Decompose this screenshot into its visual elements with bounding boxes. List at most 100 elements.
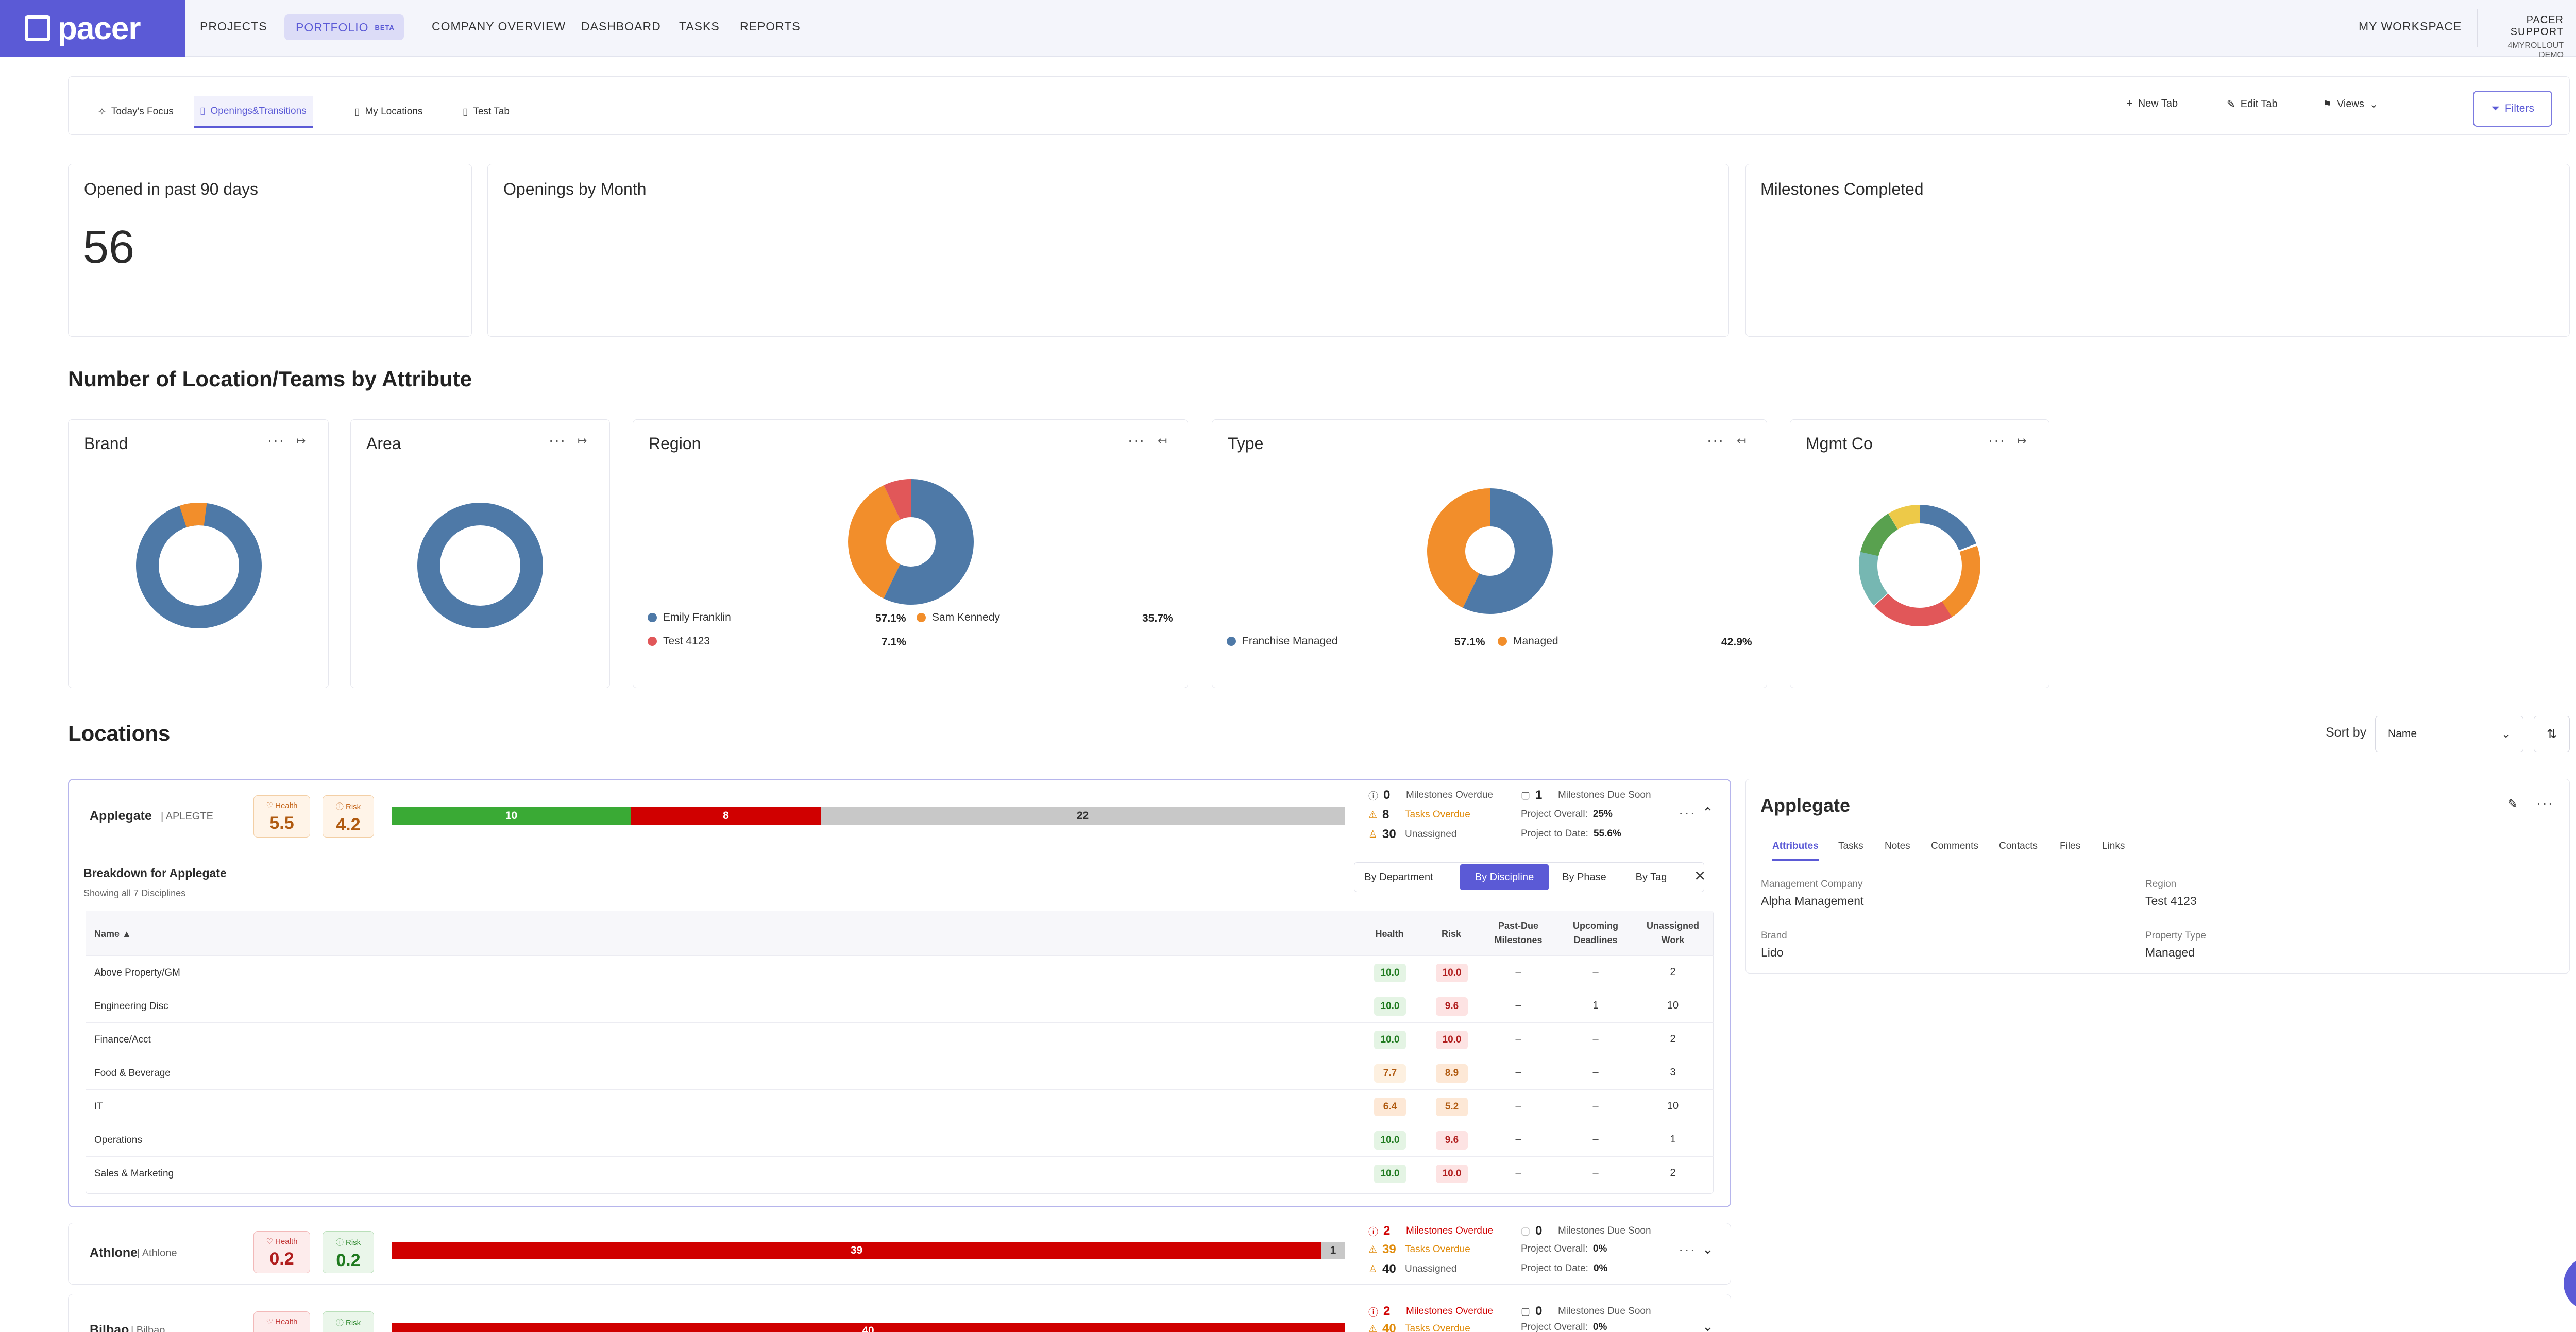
edit-tab-button[interactable]: ✎ Edit Tab <box>2227 98 2278 111</box>
tab-todays-focus[interactable]: ✧ Today's Focus <box>92 96 180 128</box>
health-label: ♡ Health <box>266 801 298 810</box>
detail-tab-tasks[interactable]: Tasks <box>1838 841 1863 851</box>
pie-slice[interactable] <box>884 479 911 520</box>
progress-bar: 39 1 <box>392 1242 1345 1259</box>
risk-badge: ⓘ Risk <box>323 1311 374 1332</box>
table-row[interactable]: IT 6.4 5.2 – – 10 <box>86 1089 1714 1123</box>
column-header-health[interactable]: Health <box>1375 929 1404 939</box>
project-overall-stat: Project Overall: 0% <box>1521 1243 1607 1255</box>
cell-past-due: – <box>1515 1134 1521 1145</box>
by-department-button[interactable]: By Department <box>1364 871 1433 883</box>
edit-icon[interactable]: ✎ <box>2507 797 2518 811</box>
row-name: Above Property/GM <box>94 967 180 978</box>
sort-select[interactable]: Name ⌄ <box>2375 716 2523 752</box>
nav-my-workspace[interactable]: MY WORKSPACE <box>2359 20 2462 33</box>
nav-tasks[interactable]: TASKS <box>679 20 720 33</box>
by-discipline-button[interactable]: By Discipline <box>1460 864 1549 890</box>
nav-portfolio[interactable]: PORTFOLIO BETA <box>284 14 404 40</box>
pie-slice[interactable] <box>883 479 974 605</box>
milestones-overdue-stat: ⓘ 0 Milestones Overdue <box>1368 788 1493 802</box>
more-options-icon[interactable]: ··· <box>1988 432 2006 448</box>
table-row[interactable]: Finance/Acct 10.0 10.0 – – 2 <box>86 1022 1714 1056</box>
health-label-text: Health <box>275 1237 298 1246</box>
detail-tab-comments[interactable]: Comments <box>1931 841 1978 851</box>
legend-pct: 57.1% <box>875 612 906 624</box>
nav-dashboard[interactable]: DASHBOARD <box>581 20 661 33</box>
field-value: Lido <box>1761 946 1784 959</box>
table-row[interactable]: Food & Beverage 7.7 8.9 – – 3 <box>86 1056 1714 1089</box>
by-tag-button[interactable]: By Tag <box>1635 871 1667 883</box>
expand-icon[interactable]: ↦ <box>578 434 587 447</box>
collapse-icon[interactable]: ↤ <box>1158 434 1167 447</box>
table-row[interactable]: Above Property/GM 10.0 10.0 – – 2 <box>86 955 1714 989</box>
bar-segment-overdue: 40 <box>392 1323 1345 1332</box>
chevron-down-icon[interactable]: ⌄ <box>1702 1319 1714 1332</box>
column-header-name-text: Name <box>94 929 120 939</box>
detail-tab-attributes[interactable]: Attributes <box>1772 841 1819 861</box>
chevron-down-icon[interactable]: ⌄ <box>1702 1241 1714 1257</box>
field-label: Region <box>2145 879 2177 890</box>
more-options-icon[interactable]: ··· <box>1128 432 1145 448</box>
area-chart-card: Area ··· ↦ <box>350 419 610 688</box>
bar-segment-remaining: 1 <box>1321 1242 1345 1259</box>
tab-openings-transitions[interactable]: ▯ Openings&Transitions <box>194 96 313 128</box>
column-header-unassigned[interactable]: Unassigned Work <box>1646 920 1700 945</box>
legend-dot <box>648 613 657 622</box>
tasks-overdue-stat: ⚠ 8 Tasks Overdue <box>1368 808 1470 822</box>
collapse-icon[interactable]: ↤ <box>1737 434 1747 447</box>
by-phase-button[interactable]: By Phase <box>1562 871 1606 883</box>
close-icon[interactable]: ✕ <box>1694 868 1706 884</box>
column-header-name[interactable]: Name ▲ <box>94 929 131 939</box>
health-pill: 6.4 <box>1374 1098 1406 1116</box>
bookmark-icon: ⚑ <box>2323 99 2332 110</box>
sort-direction-button[interactable]: ⇅ <box>2534 716 2570 752</box>
detail-tab-links[interactable]: Links <box>2102 841 2125 851</box>
tab-test-tab[interactable]: ▯ Test Tab <box>456 96 516 128</box>
column-header-risk[interactable]: Risk <box>1441 929 1462 939</box>
filters-button[interactable]: ⏷ Filters <box>2473 91 2552 127</box>
table-row[interactable]: Sales & Marketing 10.0 10.0 – – 2 <box>86 1156 1714 1190</box>
pie-slice[interactable] <box>1427 488 1490 608</box>
detail-tab-files[interactable]: Files <box>2060 841 2081 851</box>
stat-label: Milestones Due Soon <box>1557 1225 1651 1236</box>
nav-company-overview[interactable]: COMPANY OVERVIEW <box>432 20 566 33</box>
more-options-icon[interactable]: ··· <box>2536 795 2554 811</box>
legend-pct: 42.9% <box>1721 636 1752 648</box>
chart-title: Type <box>1228 434 1264 453</box>
more-options-icon[interactable]: ··· <box>549 432 566 448</box>
more-options-icon[interactable]: ··· <box>1707 432 1724 448</box>
nav-reports[interactable]: REPORTS <box>740 20 801 33</box>
detail-tab-contacts[interactable]: Contacts <box>1999 841 2038 851</box>
stat-value: 0 <box>1535 1304 1543 1318</box>
column-header-upcoming[interactable]: Upcoming Deadlines <box>1573 920 1618 945</box>
detail-tab-notes[interactable]: Notes <box>1885 841 1910 851</box>
stat-label: Milestones Overdue <box>1406 1225 1493 1236</box>
new-tab-button[interactable]: + New Tab <box>2127 98 2178 110</box>
legend-dot <box>1498 637 1507 646</box>
pie-slice[interactable] <box>1463 488 1553 614</box>
stat-value: 39 <box>1382 1242 1396 1256</box>
user-menu[interactable]: PACER SUPPORT 4MYROLLOUT DEMO <box>2492 14 2564 60</box>
health-value: 5.5 <box>269 813 294 833</box>
table-row[interactable]: Operations 10.0 9.6 – – 1 <box>86 1123 1714 1156</box>
table-row[interactable]: Engineering Disc 10.0 9.6 – 1 10 <box>86 989 1714 1022</box>
expand-icon[interactable]: ↦ <box>296 434 306 447</box>
views-dropdown[interactable]: ⚑ Views ⌄ <box>2323 98 2378 111</box>
type-donut <box>1427 488 1553 614</box>
nav-projects[interactable]: PROJECTS <box>200 20 267 33</box>
tab-my-locations[interactable]: ▯ My Locations <box>348 96 429 128</box>
column-header-past-due[interactable]: Past-Due Milestones <box>1494 920 1543 945</box>
cell-past-due: – <box>1515 1000 1521 1011</box>
row-name: Finance/Acct <box>94 1034 151 1045</box>
health-pill: 10.0 <box>1374 1031 1406 1049</box>
more-options-icon[interactable]: ··· <box>1679 805 1696 821</box>
chevron-up-icon[interactable]: ⌃ <box>1702 805 1714 820</box>
risk-label: ⓘ Risk <box>335 1319 361 1327</box>
floating-filter-button[interactable]: ⏷ <box>2564 1257 2576 1310</box>
expand-icon[interactable]: ↦ <box>2017 434 2027 447</box>
more-options-icon[interactable]: ··· <box>267 432 285 448</box>
pie-slice[interactable] <box>848 485 901 599</box>
health-value: 0.2 <box>269 1249 294 1269</box>
pacer-logo[interactable]: pacer <box>0 0 185 57</box>
more-options-icon[interactable]: ··· <box>1679 1241 1696 1257</box>
